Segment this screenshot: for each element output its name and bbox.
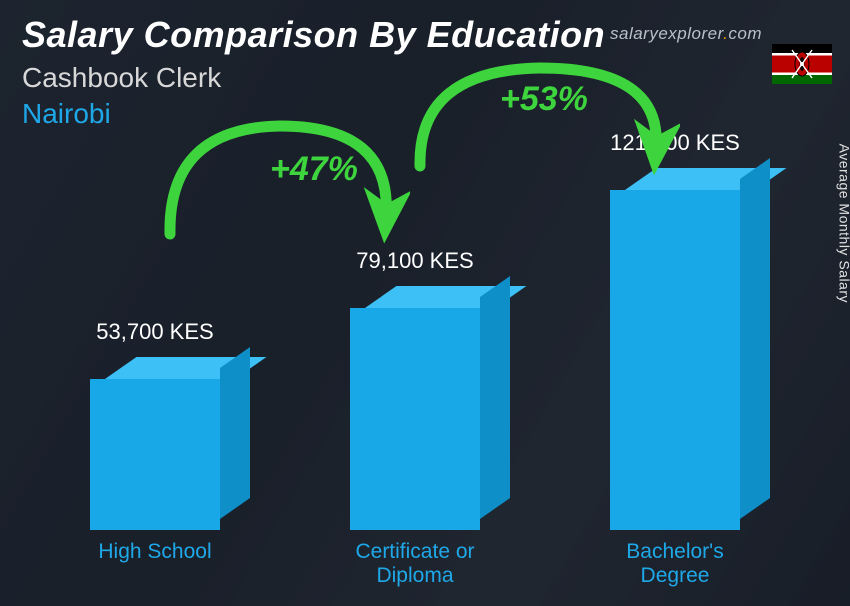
watermark: salaryexplorer.com — [610, 24, 762, 44]
chart-title: Salary Comparison By Education — [22, 14, 605, 56]
bar-group: 79,100 KES Certificate orDiploma — [330, 248, 500, 588]
bar-value-label: 79,100 KES — [356, 248, 473, 274]
bar-group: 53,700 KES High School — [70, 319, 240, 588]
y-axis-label: Average Monthly Salary — [836, 144, 850, 303]
bar-3d — [350, 286, 480, 530]
bar-category-label: High School — [98, 540, 211, 588]
bar-category-label: Bachelor's Degree — [590, 540, 760, 588]
bar-group: 121,000 KES Bachelor's Degree — [590, 130, 760, 588]
bar-value-label: 121,000 KES — [610, 130, 740, 156]
increase-pct-label: +53% — [500, 80, 588, 119]
bar-3d — [90, 357, 220, 530]
bar-category-label: Certificate orDiploma — [355, 540, 474, 588]
bar-3d — [610, 168, 740, 530]
bar-chart: 53,700 KES High School 79,100 KES Certif… — [70, 148, 790, 588]
kenya-flag-icon — [772, 44, 832, 84]
bar-value-label: 53,700 KES — [96, 319, 213, 345]
increase-pct-label: +47% — [270, 150, 358, 189]
